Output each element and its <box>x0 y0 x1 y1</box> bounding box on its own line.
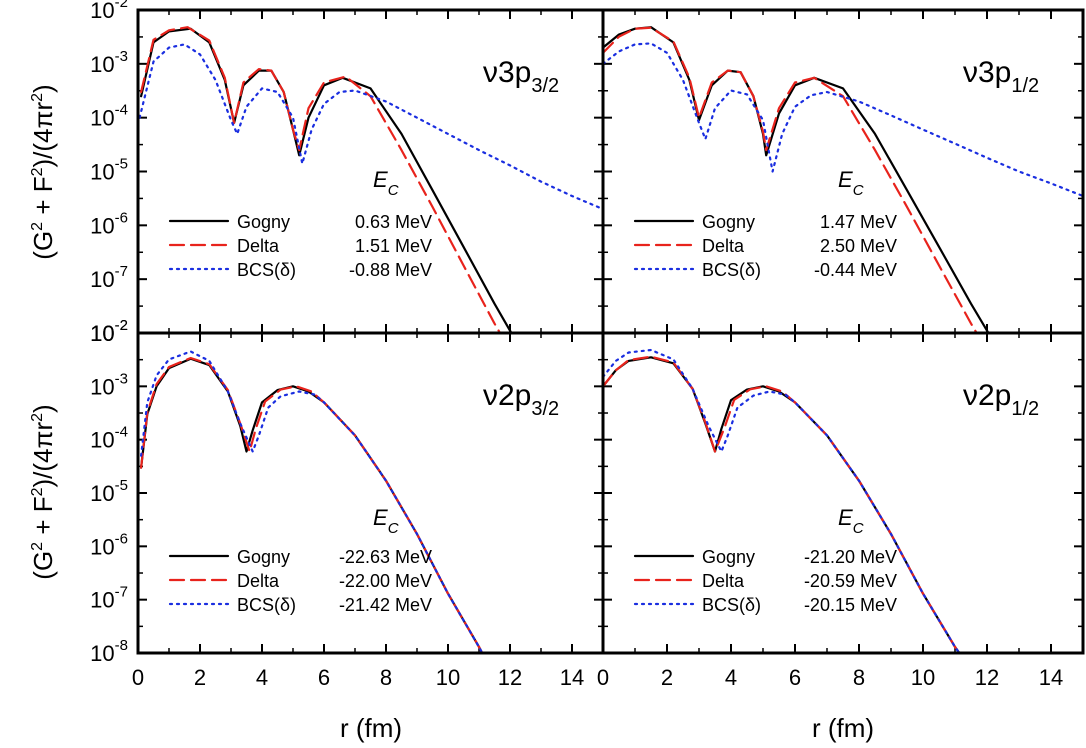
y-tick-label: 10-3 <box>90 370 128 399</box>
series-line-bcs <box>603 348 961 653</box>
y-tick-label: 10-2 <box>90 0 128 23</box>
y-tick-label: 10-3 <box>90 48 128 77</box>
legend-name: Delta <box>237 571 280 591</box>
ec-label: EC <box>373 505 399 537</box>
panel-label: ν3p3/2 <box>483 56 559 97</box>
panel-bottom-right: 0 2 4 6 8 10 12 14 ν2p1/2 EC Gogny -21.20 MeV Delta -… <box>597 332 1084 690</box>
legend-name: BCS(δ) <box>237 260 296 280</box>
x-tick-label: 0 <box>132 665 144 690</box>
legend-name: Delta <box>237 236 280 256</box>
x-tick-label: 10 <box>911 665 935 690</box>
legend-value: -21.20 MeV <box>804 547 897 567</box>
legend-value: -22.00 MeV <box>339 571 432 591</box>
legend-name: Delta <box>702 571 745 591</box>
x-tick-label: 6 <box>318 665 330 690</box>
y-tick-label: 10-2 <box>90 317 128 346</box>
legend-name: Gogny <box>702 212 755 232</box>
panel-bottom-left: 10-2 10-3 10-4 10-5 10-6 10-7 10-80 2 4 6 8 10 12 14 ν… <box>90 317 604 690</box>
legend-name: Gogny <box>702 547 755 567</box>
legend-name: BCS(δ) <box>702 260 761 280</box>
series-line-delta <box>140 26 502 333</box>
x-tick-label: 10 <box>436 665 460 690</box>
y-axis-title-bottom: (G2 + F2)/(4πr2) <box>28 404 58 579</box>
series-line-bcs <box>138 43 603 211</box>
y-axis-title-top: (G2 + F2)/(4πr2) <box>28 84 58 259</box>
legend-name: Delta <box>702 236 745 256</box>
legend-value: 0.63 MeV <box>355 212 432 232</box>
panel-top-right: ν3p1/2 EC Gogny 1.47 MeV Delta 2.50 MeV BCS(δ)… <box>602 9 1084 334</box>
series-group <box>140 350 484 653</box>
legend-value: -0.88 MeV <box>349 260 432 280</box>
y-tick-label: 10-7 <box>90 263 128 292</box>
x-tick-label: 6 <box>789 665 801 690</box>
legend-value: 1.47 MeV <box>820 212 897 232</box>
series-line-bcs <box>603 42 1083 198</box>
series-line-delta <box>140 356 484 653</box>
y-tick-label: 10-5 <box>90 477 128 506</box>
y-tick-label: 10-4 <box>90 424 128 453</box>
x-axis-title-left: r (fm) <box>340 713 402 743</box>
x-tick-label: 14 <box>1039 665 1063 690</box>
x-tick-label: 4 <box>256 665 268 690</box>
series-group <box>138 26 603 333</box>
x-tick-label: 8 <box>853 665 865 690</box>
y-tick-label: 10-4 <box>90 102 128 131</box>
y-tick-label: 10-7 <box>90 584 128 613</box>
legend-name: Gogny <box>237 547 290 567</box>
panel-top-left: 10-2 10-3 10-4 10-5 10-6 10-7 10-2 ν3p3/2 EC Gogn… <box>90 0 604 346</box>
legend-value: 1.51 MeV <box>355 236 432 256</box>
x-tick-label: 0 <box>597 665 609 690</box>
legend-name: BCS(δ) <box>702 595 761 615</box>
legend-name: Gogny <box>237 212 290 232</box>
figure-frame <box>136 8 1085 655</box>
x-tick-label: 4 <box>725 665 737 690</box>
y-tick-label: 10-2 <box>90 317 128 346</box>
series-group <box>603 348 961 653</box>
legend-value: -20.15 MeV <box>804 595 897 615</box>
legend-value: -0.44 MeV <box>814 260 897 280</box>
legend-value: -20.59 MeV <box>804 571 897 591</box>
legend-value: 2.50 MeV <box>820 236 897 256</box>
x-tick-label: 8 <box>380 665 392 690</box>
ec-label: EC <box>838 505 864 537</box>
panel-label: ν3p1/2 <box>963 56 1039 97</box>
legend-value: -22.63 MeV <box>339 547 432 567</box>
series-line-bcs <box>140 350 484 653</box>
legend-name: BCS(δ) <box>237 595 296 615</box>
y-tick-label: 10-6 <box>90 209 128 238</box>
x-tick-label: 2 <box>661 665 673 690</box>
x-tick-label: 2 <box>194 665 206 690</box>
series-group <box>603 26 1083 333</box>
x-tick-label: 12 <box>498 665 522 690</box>
y-tick-label: 10-5 <box>90 156 128 185</box>
series-line-gogny <box>140 357 484 653</box>
x-tick-label: 12 <box>975 665 999 690</box>
legend-value: -21.42 MeV <box>339 595 432 615</box>
series-line-delta <box>603 355 961 653</box>
ec-label: EC <box>838 167 864 199</box>
x-axis-title-right: r (fm) <box>812 713 874 743</box>
panels-layer: 10-2 10-3 10-4 10-5 10-6 10-7 10-2 ν3p3/2 EC Gogn… <box>90 0 1084 690</box>
panel-label: ν2p3/2 <box>483 379 559 420</box>
series-line-gogny <box>603 356 961 653</box>
x-tick-label: 14 <box>560 665 584 690</box>
series-line-delta <box>603 26 978 333</box>
y-tick-label: 10-6 <box>90 530 128 559</box>
ec-label: EC <box>373 167 399 199</box>
y-tick-label: 10-8 <box>90 637 128 666</box>
panel-label: ν2p1/2 <box>963 379 1039 420</box>
